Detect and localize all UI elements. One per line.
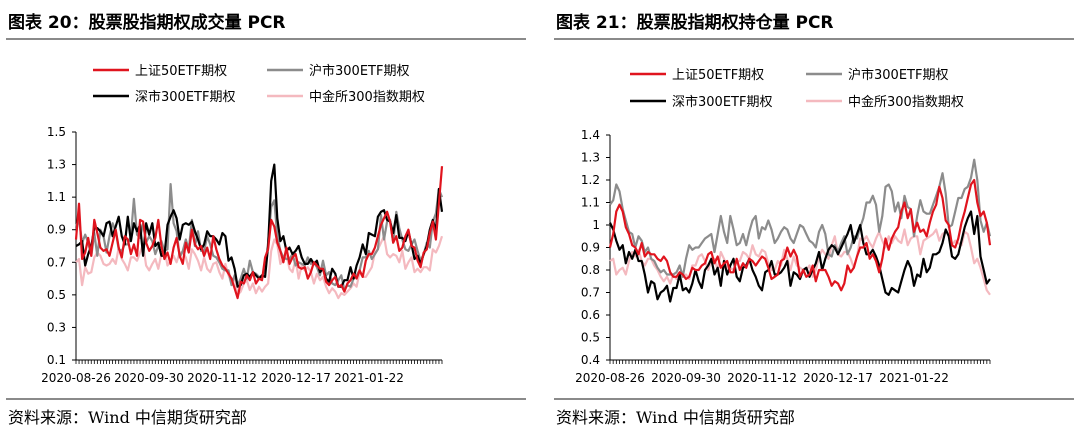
y-tick-label: 0.6 xyxy=(581,308,600,322)
series-line-300etf xyxy=(609,158,992,278)
bottom-divider xyxy=(6,398,526,400)
open-interest-pcr-chart: 0.4 0.5 0.6 0.7 0.8 0.9 1 1.1 1.2 1.3 1.4 2020-08-2… xyxy=(575,67,992,385)
chart-title: 图表 20：股票股指期权成交量 PCR xyxy=(8,13,286,33)
y-tick-label: 1.5 xyxy=(47,125,66,139)
y-tick-label: 1.3 xyxy=(47,158,66,172)
legend-label: 中金所300指数期权 xyxy=(309,89,425,105)
x-tick-label: 2020-09-30 xyxy=(114,371,184,385)
series-line-300etf xyxy=(609,210,991,303)
y-tick-label: 1.3 xyxy=(581,151,600,165)
legend-label: 中金所300指数期权 xyxy=(848,94,964,110)
legend-label: 深市300ETF期权 xyxy=(135,89,235,105)
series-line-50etf xyxy=(608,178,992,292)
y-tick-label: 1.1 xyxy=(581,196,600,210)
top-divider xyxy=(6,38,526,40)
x-tick-label: 2020-09-30 xyxy=(651,371,721,385)
source-note: 资料来源：Wind 中信期货研究部 xyxy=(8,408,247,427)
y-tick-label: 1.2 xyxy=(581,173,600,187)
x-tick-label: 2021-01-22 xyxy=(334,371,404,385)
series-line-300etf xyxy=(74,183,444,292)
legend-label: 上证50ETF期权 xyxy=(672,67,764,83)
series-line-50etf xyxy=(74,166,444,300)
legend-label: 沪市300ETF期权 xyxy=(309,63,409,79)
volume-pcr-chart: 0.1 0.3 0.5 0.7 0.9 1.1 1.3 1.5 2020-08-26 2020-0… xyxy=(41,63,444,385)
chart-panel-volume-pcr: 图表 20：股票股指期权成交量 PCR 0.1 0.3 0.5 0.7 0.9 1.1 1.… xyxy=(0,0,530,442)
x-tick-label: 2020-11-12 xyxy=(727,371,797,385)
x-tick-label: 2020-08-26 xyxy=(575,371,645,385)
y-tick-label: 0.5 xyxy=(47,288,66,302)
y-tick-label: 0.7 xyxy=(47,255,66,269)
series-line-300 xyxy=(75,235,444,300)
x-tick-label: 2020-12-17 xyxy=(803,371,873,385)
y-tick-label: 0.3 xyxy=(47,320,66,334)
chart-title: 图表 21：股票股指期权持仓量 PCR xyxy=(556,13,834,33)
y-tick-label: 0.7 xyxy=(581,286,600,300)
y-tick-label: 0.1 xyxy=(47,353,66,367)
x-tick-label: 2020-08-26 xyxy=(41,371,111,385)
y-tick-label: 0.4 xyxy=(581,353,600,367)
y-tick-label: 0.9 xyxy=(581,241,600,255)
y-tick-label: 1.1 xyxy=(47,190,66,204)
y-tick-label: 0.5 xyxy=(581,331,600,345)
y-tick-label: 0.9 xyxy=(47,223,66,237)
x-tick-label: 2021-01-22 xyxy=(879,371,949,385)
x-tick-label: 2020-11-12 xyxy=(187,371,257,385)
y-tick-label: 1.4 xyxy=(581,128,600,142)
top-divider xyxy=(554,38,1074,40)
legend-label: 沪市300ETF期权 xyxy=(848,67,948,83)
y-tick-label: 0.8 xyxy=(581,263,600,277)
y-tick-label: 1 xyxy=(592,218,600,232)
legend-label: 上证50ETF期权 xyxy=(135,63,227,79)
bottom-divider xyxy=(554,398,1074,400)
source-note: 资料来源：Wind 中信期货研究部 xyxy=(556,408,795,427)
chart-panel-open-interest-pcr: 图表 21：股票股指期权持仓量 PCR 0.4 0.5 0.6 0.7 0.8 0.9 1 1… xyxy=(548,0,1078,442)
legend-label: 深市300ETF期权 xyxy=(672,94,772,110)
x-tick-label: 2020-12-17 xyxy=(261,371,331,385)
